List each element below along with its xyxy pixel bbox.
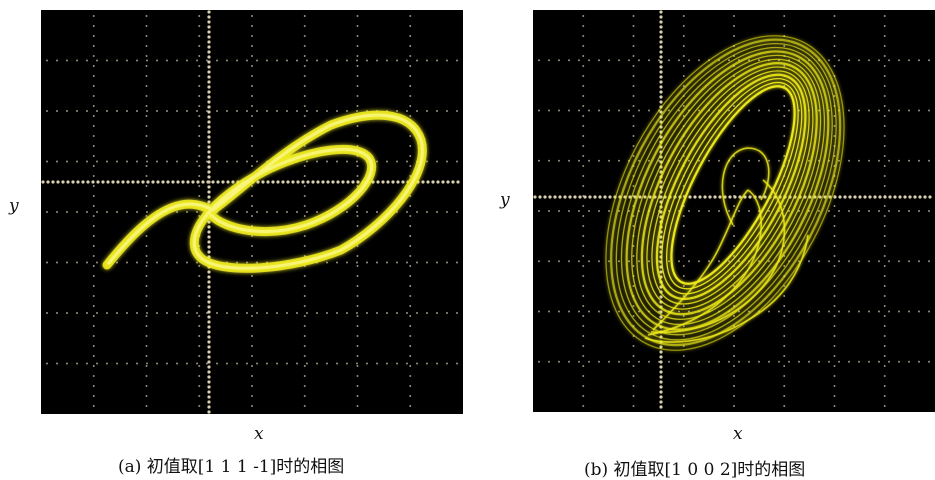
graticule-a bbox=[41, 10, 460, 414]
phase-portrait-a bbox=[41, 10, 460, 414]
y-axis-label-a: y bbox=[9, 196, 19, 216]
caption-a: (a) 初值取[1 1 1 -1]时的相图 bbox=[118, 457, 345, 477]
y-axis-label-b: y bbox=[500, 190, 510, 210]
oscilloscope-screen-a bbox=[41, 10, 463, 414]
x-axis-label-a: x bbox=[254, 424, 264, 444]
oscilloscope-screen-b bbox=[533, 10, 935, 412]
attractor-trace-b bbox=[605, 35, 845, 351]
caption-b: (b) 初值取[1 0 0 2]时的相图 bbox=[584, 460, 806, 480]
phase-portrait-b bbox=[533, 10, 932, 409]
x-axis-label-b: x bbox=[733, 424, 743, 444]
attractor-trace-a bbox=[102, 110, 427, 273]
